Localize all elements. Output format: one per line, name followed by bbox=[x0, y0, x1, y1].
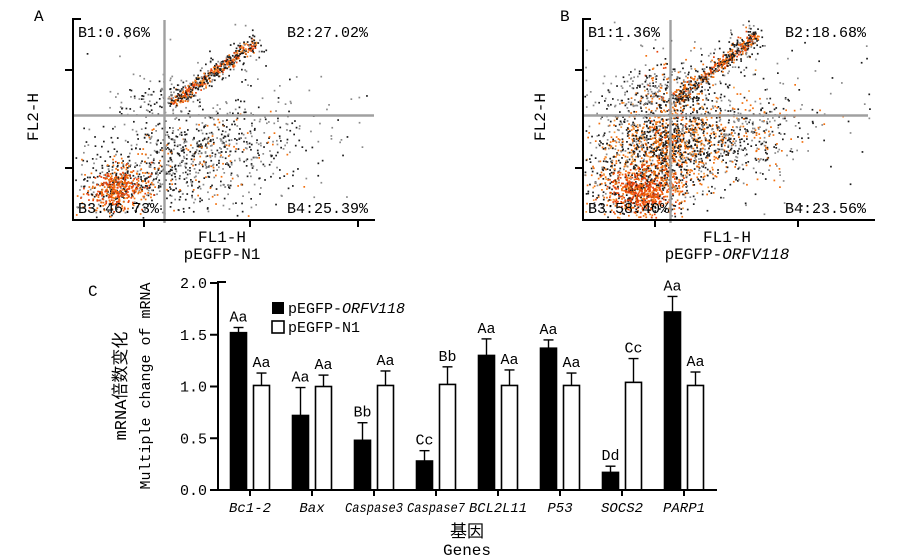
bar-orfv118-bax bbox=[291, 414, 310, 491]
panel-a-y-axis-label: FL2-H bbox=[25, 93, 43, 141]
panel-c-x-axis-title-en: Genes bbox=[443, 542, 491, 558]
panel-b-quadrant-b4-label: B4:23.56% bbox=[785, 201, 867, 218]
legend-label-orfv118: pEGFP-ORFV118 bbox=[288, 301, 405, 318]
significance-letter: Aa bbox=[539, 322, 557, 339]
legend-swatch-open bbox=[271, 320, 285, 334]
bar-n1-bc1-2 bbox=[252, 384, 271, 491]
panel-a-quadrant-b4-label: B4:25.39% bbox=[287, 201, 369, 218]
legend-label-gene: ORFV118 bbox=[342, 301, 405, 318]
bar-n1-parp1 bbox=[686, 384, 705, 491]
panel-c-gene-label: Bc1-2 bbox=[229, 501, 271, 517]
panel-b-caption: pEGFP-ORFV118 bbox=[665, 246, 790, 264]
bar-orfv118-caspase3 bbox=[353, 439, 372, 491]
significance-letter: Cc bbox=[415, 433, 433, 450]
panel-a-quadrant-b3-label: B3:46.73% bbox=[78, 201, 160, 218]
significance-letter: Aa bbox=[562, 355, 580, 372]
panel-c-y-tick-label: 1.5 bbox=[180, 328, 207, 345]
significance-letter: Aa bbox=[376, 353, 394, 370]
panel-c-y-tick-label: 0.5 bbox=[180, 431, 207, 448]
panel-a-letter: A bbox=[34, 8, 44, 26]
panel-b-letter: B bbox=[560, 8, 570, 26]
significance-letter: Aa bbox=[686, 354, 704, 371]
bar-n1-p53 bbox=[562, 384, 581, 491]
panel-c-y-axis-label-en: Multiple change of mRNA bbox=[138, 282, 155, 489]
bar-n1-caspase7 bbox=[438, 383, 457, 491]
legend-label-prefix: pEGFP- bbox=[288, 301, 342, 318]
panel-c-gene-label: BCL2L11 bbox=[469, 501, 527, 517]
panel-a: A B1:0.86% B2:27.02% B3:46.73% B4:25.39%… bbox=[25, 8, 375, 264]
panel-c-gene-label: SOCS2 bbox=[601, 501, 643, 517]
significance-letter: Aa bbox=[477, 321, 495, 338]
significance-letter: Bb bbox=[353, 405, 371, 422]
panel-b-quadrant-b3-label: B3:58.40% bbox=[588, 201, 670, 218]
panel-a-caption: pEGFP-N1 bbox=[184, 246, 261, 264]
panel-b-caption-prefix: pEGFP- bbox=[665, 246, 723, 264]
panel-c-x-axis-title-cn: 基因 bbox=[450, 522, 484, 543]
panel-c-y-axis-label-cn: mRNA倍数变化 bbox=[111, 332, 132, 441]
significance-letter: Cc bbox=[624, 341, 642, 358]
legend-label-n1: pEGFP-N1 bbox=[288, 320, 360, 337]
bar-n1-caspase3 bbox=[376, 384, 395, 491]
significance-letter: Aa bbox=[500, 352, 518, 369]
panel-b: B B1:1.36% B2:18.68% B3:58.40% B4:23.56%… bbox=[532, 8, 875, 264]
significance-letter: Aa bbox=[252, 355, 270, 372]
panel-b-y-axis-label: FL2-H bbox=[532, 93, 550, 141]
panel-c-y-tick-label: 1.0 bbox=[180, 380, 207, 397]
bar-n1-bax bbox=[314, 385, 333, 491]
panel-c-gene-label: Caspase7 bbox=[407, 501, 466, 517]
panel-c-gene-label: PARP1 bbox=[663, 501, 705, 517]
significance-letter: Dd bbox=[601, 448, 619, 465]
panel-c-gene-label: P53 bbox=[547, 501, 572, 517]
panel-c-y-tick-label: 2.0 bbox=[180, 276, 207, 293]
panel-b-quadrant-b2-label: B2:18.68% bbox=[785, 25, 867, 42]
significance-letter: Bb bbox=[438, 349, 456, 366]
panel-a-quadrant-b1-label: B1:0.86% bbox=[78, 25, 151, 42]
panel-b-scatter-points bbox=[584, 20, 871, 219]
panel-c-legend: pEGFP-ORFV118 pEGFP-N1 bbox=[271, 301, 405, 337]
bar-orfv118-caspase7 bbox=[415, 460, 434, 491]
bar-n1-bcl2l11 bbox=[500, 384, 519, 491]
panel-c-gene-label: Caspase3 bbox=[345, 501, 403, 517]
panel-c: C 0.0 0.5 1.0 1.5 2.0 Bc1-2 Aa Aa Bax Aa Aa Caspase… bbox=[88, 276, 717, 558]
panel-c-letter: C bbox=[88, 283, 98, 301]
bar-n1-socs2 bbox=[624, 381, 643, 491]
panel-a-quadrant-b2-label: B2:27.02% bbox=[287, 25, 369, 42]
significance-letter: Aa bbox=[663, 278, 681, 295]
panel-b-caption-gene: ORFV118 bbox=[722, 246, 790, 264]
bar-orfv118-socs2 bbox=[601, 471, 620, 491]
bar-orfv118-bcl2l11 bbox=[477, 354, 496, 491]
bar-orfv118-bc1-2 bbox=[229, 331, 248, 491]
panel-a-x-axis-label: FL1-H bbox=[198, 229, 246, 247]
bar-orfv118-p53 bbox=[539, 347, 558, 491]
panel-c-gene-label: Bax bbox=[299, 501, 325, 517]
panel-c-y-tick-label: 0.0 bbox=[180, 483, 207, 500]
bar-orfv118-parp1 bbox=[663, 311, 682, 491]
panel-a-scatter-points bbox=[75, 23, 368, 219]
panel-b-quadrant-b1-label: B1:1.36% bbox=[588, 25, 661, 42]
panel-c-bars: 0.0 0.5 1.0 1.5 2.0 Bc1-2 Aa Aa Bax Aa Aa Caspase3 B… bbox=[180, 276, 705, 517]
significance-letter: Aa bbox=[291, 370, 309, 387]
significance-letter: Aa bbox=[314, 357, 332, 374]
legend-swatch-filled bbox=[272, 302, 284, 314]
significance-letter: Aa bbox=[229, 310, 247, 327]
panel-b-x-axis-label: FL1-H bbox=[703, 229, 751, 247]
